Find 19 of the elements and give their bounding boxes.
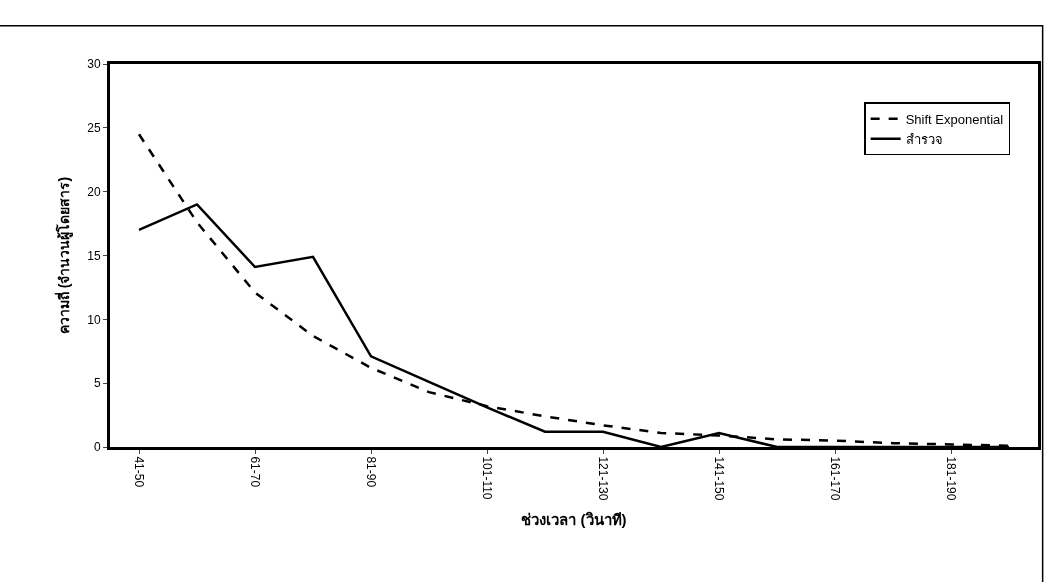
- x-tick-label: 101-110: [480, 456, 495, 500]
- y-axis-title: ความถี่ (จำนวนผู้โดยสาร): [53, 176, 73, 335]
- x-tick-label: 161-170: [828, 456, 843, 501]
- y-tick-label: 10: [87, 312, 101, 327]
- x-tick-label: 121-130: [596, 456, 611, 501]
- x-tick-label: 141-150: [712, 456, 727, 501]
- legend-label: Shift Exponential: [905, 111, 1004, 127]
- x-tick-label: 181-190: [944, 456, 959, 501]
- y-tick-label: 0: [93, 440, 101, 455]
- x-tick-label: 41-50: [132, 456, 147, 488]
- y-tick-label: 20: [87, 184, 101, 199]
- x-tick-label: 81-90: [364, 456, 379, 488]
- y-tick-label: 5: [93, 376, 101, 391]
- x-tick-label: 61-70: [248, 456, 263, 488]
- y-tick-label: 15: [87, 248, 101, 263]
- y-tick-label: 30: [87, 57, 101, 72]
- y-tick-label: 25: [87, 121, 101, 136]
- legend-label: สำรวจ: [905, 131, 943, 147]
- x-axis-title: ช่วงเวลา (วินาที): [521, 510, 627, 528]
